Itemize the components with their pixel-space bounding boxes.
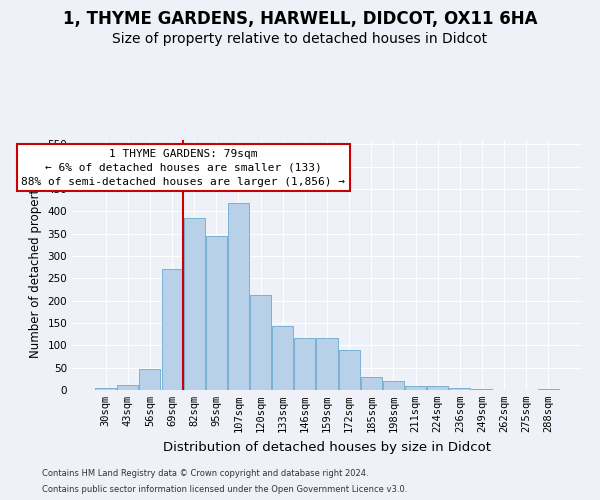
Bar xyxy=(405,386,426,390)
X-axis label: Distribution of detached houses by size in Didcot: Distribution of detached houses by size … xyxy=(163,440,491,454)
Bar xyxy=(449,388,470,390)
Bar xyxy=(95,388,116,390)
Bar xyxy=(250,296,271,390)
Bar xyxy=(427,386,448,390)
Bar xyxy=(361,376,382,390)
Bar xyxy=(118,384,139,390)
Text: Contains HM Land Registry data © Crown copyright and database right 2024.: Contains HM Land Registry data © Crown c… xyxy=(42,468,368,477)
Text: 1 THYME GARDENS: 79sqm
← 6% of detached houses are smaller (133)
88% of semi-det: 1 THYME GARDENS: 79sqm ← 6% of detached … xyxy=(21,149,345,187)
Bar xyxy=(538,389,559,390)
Bar xyxy=(295,338,316,390)
Bar xyxy=(139,368,160,390)
Bar xyxy=(161,270,182,390)
Bar xyxy=(316,338,338,390)
Bar xyxy=(206,236,227,390)
Y-axis label: Number of detached properties: Number of detached properties xyxy=(29,172,42,358)
Text: Contains public sector information licensed under the Open Government Licence v3: Contains public sector information licen… xyxy=(42,485,407,494)
Bar xyxy=(272,326,293,390)
Bar xyxy=(338,350,359,390)
Bar xyxy=(383,381,404,390)
Bar xyxy=(472,389,493,390)
Text: Size of property relative to detached houses in Didcot: Size of property relative to detached ho… xyxy=(112,32,488,46)
Bar xyxy=(228,202,249,390)
Bar xyxy=(184,218,205,390)
Text: 1, THYME GARDENS, HARWELL, DIDCOT, OX11 6HA: 1, THYME GARDENS, HARWELL, DIDCOT, OX11 … xyxy=(63,10,537,28)
